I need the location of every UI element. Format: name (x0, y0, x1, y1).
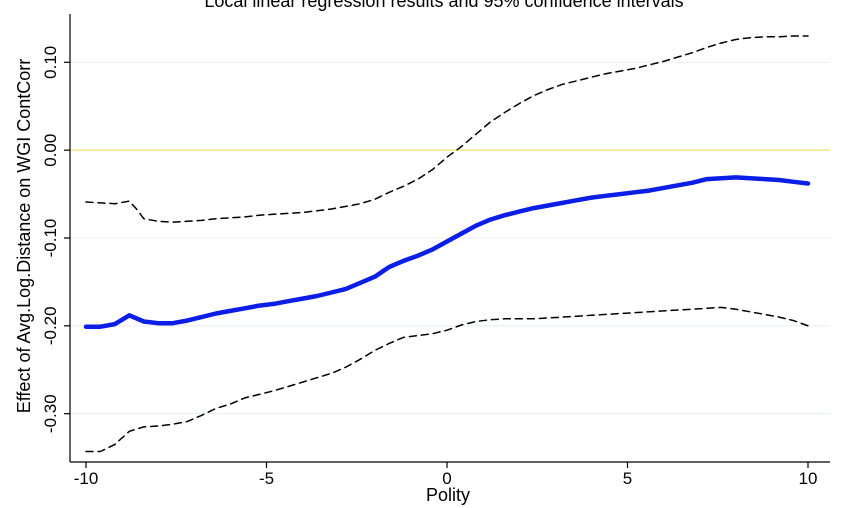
y-tick-label: -0.10 (41, 219, 60, 258)
y-tick-label: -0.20 (41, 306, 60, 345)
chart-title: Local linear regression results and 95% … (204, 0, 683, 11)
x-tick-label: 0 (442, 469, 451, 488)
x-axis-title: Polity (426, 485, 470, 505)
x-tick-label: -10 (74, 469, 99, 488)
axes-group: -0.30 -0.20 -0.10 0.00 0.10 -10 -5 0 5 10 (41, 14, 830, 488)
x-tick-label: -5 (259, 469, 274, 488)
series-line-estimate (83, 175, 811, 329)
x-tick-label: 10 (799, 469, 818, 488)
y-axis-title: Effect of Avg.Log.Distance on WGI ContCo… (14, 59, 34, 414)
y-tick-label: -0.30 (41, 394, 60, 433)
series-line-lower-95-ci (85, 306, 809, 453)
series-line-upper-95-ci (85, 35, 809, 223)
x-tick-label: 5 (623, 469, 632, 488)
series-group (83, 35, 811, 453)
y-tick-label: 0.00 (41, 134, 60, 167)
y-tick-label: 0.10 (41, 46, 60, 79)
